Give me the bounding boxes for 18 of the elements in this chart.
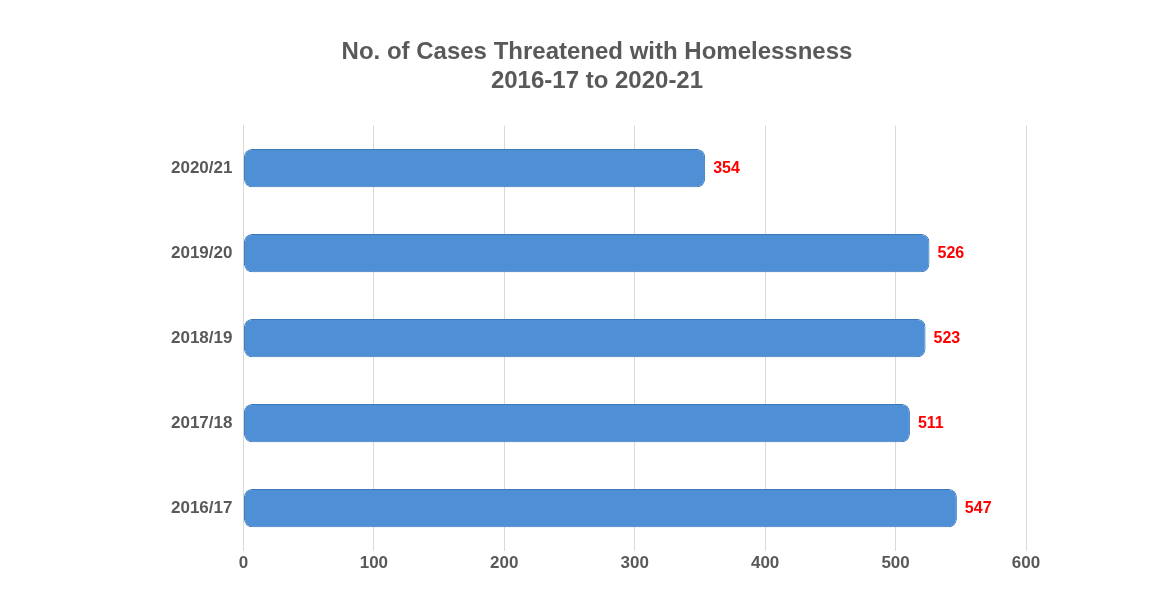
x-tick-label: 400 <box>750 553 780 573</box>
x-tick-label: 0 <box>238 553 249 573</box>
data-label: 354 <box>713 158 740 176</box>
x-tick-label: 300 <box>620 553 649 573</box>
x-tick-label: 100 <box>359 553 389 573</box>
data-label: 526 <box>937 243 965 261</box>
y-tick-label: 2020/21 <box>171 157 233 177</box>
data-label: 511 <box>917 413 944 431</box>
y-tick-label: 2017/18 <box>171 412 233 432</box>
y-tick-label: 2018/19 <box>171 327 233 347</box>
data-label: 547 <box>964 498 992 516</box>
x-tick-label: 600 <box>1011 553 1041 573</box>
chart-title: No. of Cases Threatened with Homelessness 2016-17 to 2020-21 <box>341 37 853 93</box>
x-tick-label: 500 <box>881 553 910 573</box>
y-tick-label: 2019/20 <box>171 242 233 262</box>
y-tick-label: 2016/17 <box>171 497 233 517</box>
data-label: 523 <box>933 328 961 346</box>
x-tick-label: 200 <box>490 553 519 573</box>
